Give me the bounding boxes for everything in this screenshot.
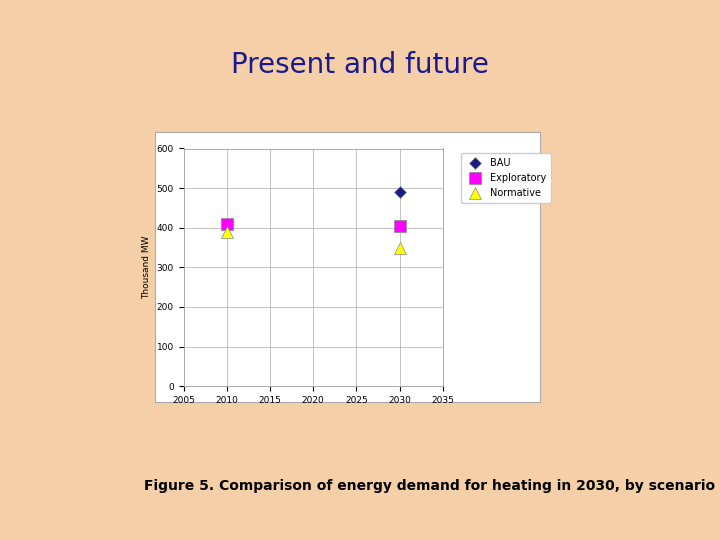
Legend: BAU, Exploratory, Normative: BAU, Exploratory, Normative [461, 153, 551, 203]
Y-axis label: Thousand MW: Thousand MW [142, 235, 151, 299]
Text: Figure 5. Comparison of energy demand for heating in 2030, by scenario: Figure 5. Comparison of energy demand fo… [144, 479, 715, 493]
Text: Present and future: Present and future [231, 51, 489, 79]
